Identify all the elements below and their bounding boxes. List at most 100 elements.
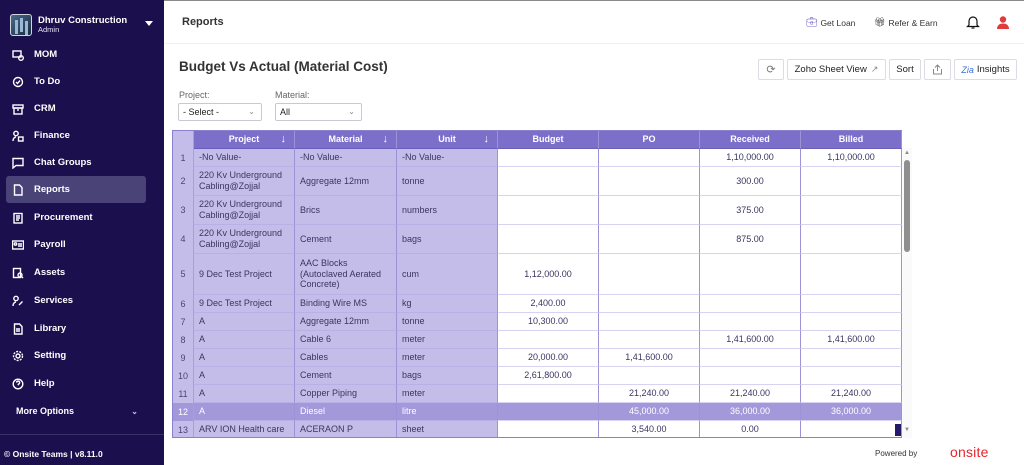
cell-unit[interactable]: meter [397,349,498,367]
cell-unit[interactable]: -No Value- [397,149,498,167]
column-header-material[interactable]: Material ↓ [295,131,397,149]
column-header-unit[interactable]: Unit ↓ [397,131,498,149]
column-header-received[interactable]: Received [700,131,801,149]
cell-budget[interactable]: 2,61,800.00 [498,367,599,385]
cell-budget[interactable]: 2,400.00 [498,295,599,313]
cell-budget[interactable]: 10,300.00 [498,313,599,331]
cell-unit[interactable]: meter [397,331,498,349]
cell-billed[interactable]: 36,000.00 [801,403,902,421]
cell-billed[interactable] [801,367,902,385]
cell-project[interactable]: A [194,349,295,367]
cell-po[interactable]: 3,540.00 [599,421,700,437]
cell-budget[interactable] [498,225,599,254]
cell-received[interactable] [700,313,801,331]
cell-billed[interactable] [801,313,902,331]
cell-received[interactable]: 36,000.00 [700,403,801,421]
insights-button[interactable]: Zia Insights [954,59,1017,80]
cell-unit[interactable]: tonne [397,167,498,196]
cell-project[interactable]: A [194,331,295,349]
row-number[interactable]: 3 [173,196,194,225]
cell-po[interactable]: 1,41,600.00 [599,349,700,367]
cell-project[interactable]: 9 Dec Test Project [194,295,295,313]
cell-unit[interactable]: tonne [397,313,498,331]
cell-budget[interactable] [498,331,599,349]
cell-po[interactable] [599,196,700,225]
cell-material[interactable]: Cables [295,349,397,367]
sidebar-item-mom[interactable]: MOM [6,41,146,68]
sidebar-item-procurement[interactable]: Procurement [6,204,146,231]
row-number[interactable]: 5 [173,254,194,295]
sidebar-item-library[interactable]: Library [6,315,146,342]
cell-material[interactable]: Copper Piping [295,385,397,403]
material-filter-select[interactable]: All ⌄ [275,103,362,121]
row-number[interactable]: 6 [173,295,194,313]
sort-button[interactable]: Sort [889,59,921,80]
cell-budget[interactable] [498,149,599,167]
column-header-project[interactable]: Project ↓ [194,131,295,149]
cell-po[interactable] [599,295,700,313]
cell-billed[interactable] [801,254,902,295]
sidebar-item-reports[interactable]: Reports [6,176,146,203]
cell-budget[interactable] [498,167,599,196]
cell-material[interactable]: Cement [295,225,397,254]
zoho-sheet-view-button[interactable]: Zoho Sheet View ↗ [787,59,886,80]
sidebar-item-crm[interactable]: CRM [6,95,146,122]
user-avatar-icon[interactable] [996,15,1010,29]
cell-po[interactable]: 21,240.00 [599,385,700,403]
cell-project[interactable]: A [194,385,295,403]
cell-project[interactable]: 220 Kv Underground Cabling@Zojjal [194,196,295,225]
column-header-budget[interactable]: Budget [498,131,599,149]
cell-unit[interactable]: numbers [397,196,498,225]
row-number[interactable]: 1 [173,149,194,167]
scroll-up-arrow-icon[interactable]: ▲ [904,150,910,156]
cell-material[interactable]: Diesel [295,403,397,421]
caret-down-icon[interactable] [145,21,153,26]
sort-arrow-icon[interactable]: ↓ [483,132,490,145]
row-number[interactable]: 10 [173,367,194,385]
cell-po[interactable] [599,225,700,254]
sidebar-item-setting[interactable]: Setting [6,342,146,369]
cell-billed[interactable]: 1,41,600.00 [801,331,902,349]
cell-po[interactable] [599,254,700,295]
sidebar-item-chat-groups[interactable]: Chat Groups [6,149,146,176]
bell-icon[interactable] [966,14,980,30]
cell-po[interactable]: 45,000.00 [599,403,700,421]
cell-billed[interactable] [801,421,902,437]
cell-project[interactable]: 9 Dec Test Project [194,254,295,295]
cell-received[interactable]: 0.00 [700,421,801,437]
cell-project[interactable]: ARV ION Health care [194,421,295,437]
cell-project[interactable]: -No Value- [194,149,295,167]
sidebar-item-finance[interactable]: Finance [6,122,146,149]
row-number[interactable]: 11 [173,385,194,403]
cell-material[interactable]: ACERAON P [295,421,397,437]
export-button[interactable] [924,59,951,80]
cell-billed[interactable] [801,196,902,225]
cell-billed[interactable] [801,167,902,196]
get-loan-link[interactable]: 💼︎ Get Loan [806,17,855,28]
row-number[interactable]: 7 [173,313,194,331]
cell-billed[interactable] [801,225,902,254]
cell-po[interactable] [599,367,700,385]
refer-earn-link[interactable]: 🎁︎ Refer & Earn [874,17,938,28]
row-number[interactable]: 13 [173,421,194,437]
row-number[interactable]: 4 [173,225,194,254]
cell-material[interactable]: AAC Blocks (Autoclaved Aerated Concrete) [295,254,397,295]
horizontal-scroll-handle[interactable] [895,424,901,436]
cell-unit[interactable]: litre [397,403,498,421]
cell-project[interactable]: A [194,403,295,421]
cell-project[interactable]: A [194,313,295,331]
cell-project[interactable]: 220 Kv Underground Cabling@Zojjal [194,225,295,254]
sort-arrow-icon[interactable]: ↓ [382,132,389,145]
cell-material[interactable]: Aggregate 12mm [295,167,397,196]
cell-unit[interactable]: bags [397,367,498,385]
cell-material[interactable]: Cement [295,367,397,385]
project-filter-select[interactable]: - Select - ⌄ [178,103,262,121]
cell-budget[interactable] [498,385,599,403]
column-header-po[interactable]: PO [599,131,700,149]
sidebar-item-services[interactable]: Services [6,287,146,314]
cell-material[interactable]: Binding Wire MS [295,295,397,313]
cell-billed[interactable] [801,295,902,313]
scroll-down-arrow-icon[interactable]: ▼ [904,427,910,433]
cell-po[interactable] [599,167,700,196]
sidebar-item-assets[interactable]: Assets [6,259,146,286]
